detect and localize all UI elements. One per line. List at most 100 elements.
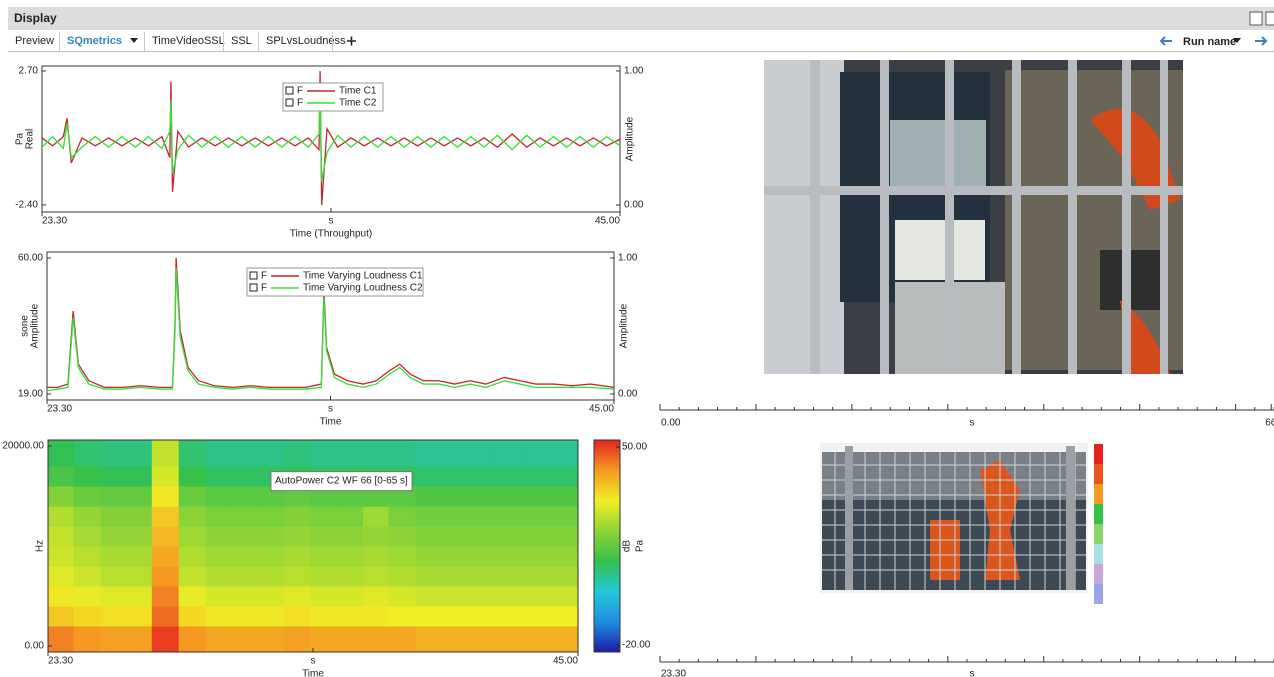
heatmap-cell bbox=[416, 440, 443, 467]
heatmap-cell bbox=[416, 506, 443, 527]
heatmap-cell bbox=[179, 486, 206, 507]
heatmap-cell bbox=[257, 626, 284, 653]
x-tick-label: 23.30 bbox=[42, 216, 67, 227]
legend-checkbox[interactable] bbox=[250, 272, 257, 279]
heatmap-cell bbox=[389, 566, 416, 587]
heatmap-cell bbox=[521, 440, 548, 467]
heatmap-cell bbox=[179, 626, 206, 653]
heatmap-cell bbox=[311, 506, 338, 527]
y-tick-label: -20.00 bbox=[622, 640, 651, 651]
run-selector[interactable]: Run name bbox=[1183, 36, 1236, 48]
heatmap-cell bbox=[48, 486, 74, 507]
tab[interactable]: TimeVideoSSL bbox=[152, 35, 225, 47]
heatmap-cell bbox=[521, 506, 548, 527]
x-tick-label: 45.00 bbox=[595, 216, 620, 227]
legend-checkbox[interactable] bbox=[286, 87, 293, 94]
heatmap-cell bbox=[48, 546, 74, 567]
heatmap-cell bbox=[257, 506, 284, 527]
heatmap-cell bbox=[495, 440, 521, 467]
heatmap-cell bbox=[257, 586, 284, 607]
heatmap-cell bbox=[389, 586, 416, 607]
heatmap-cell bbox=[521, 566, 548, 587]
heatmap-cell bbox=[337, 506, 363, 527]
heatmap-cell bbox=[179, 466, 206, 487]
heatmap-cell bbox=[389, 506, 416, 527]
y2-axis-title: Amplitude bbox=[625, 116, 636, 161]
heatmap-cell bbox=[101, 606, 127, 627]
heatmap-cell bbox=[126, 586, 152, 607]
colorbar-title: dB bbox=[622, 540, 633, 553]
heatmap-cell bbox=[74, 546, 101, 567]
legend-label: Time Varying Loudness C1 bbox=[303, 271, 423, 282]
heatmap-cell bbox=[547, 566, 578, 587]
heatmap-cell bbox=[101, 440, 127, 467]
heatmap-cell bbox=[495, 526, 521, 547]
heatmap-cell bbox=[469, 626, 495, 653]
x-axis-title: Time (Throughput) bbox=[290, 229, 372, 240]
x-tick-label: 0.00 bbox=[661, 418, 681, 429]
heatmap-cell bbox=[206, 506, 232, 527]
layout-button[interactable] bbox=[1266, 12, 1274, 25]
heatmap-cell bbox=[416, 566, 443, 587]
x-axis-title: Time bbox=[320, 417, 342, 428]
heatmap-cell bbox=[469, 526, 495, 547]
heatmap-cell bbox=[48, 586, 74, 607]
heatmap-cell bbox=[231, 526, 257, 547]
heatmap-cell bbox=[547, 506, 578, 527]
heatmap-cell bbox=[547, 606, 578, 627]
layout-button[interactable] bbox=[1250, 12, 1262, 25]
heatmap-cell bbox=[74, 606, 101, 627]
heatmap-cell bbox=[521, 586, 548, 607]
heatmap-cell bbox=[337, 526, 363, 547]
tab[interactable]: SSL bbox=[231, 35, 252, 47]
heatmap-cell bbox=[284, 606, 311, 627]
heatmap-cell bbox=[284, 526, 311, 547]
heatmap-cell bbox=[152, 486, 179, 507]
heatmap-cell bbox=[48, 626, 74, 653]
heatmap-cell bbox=[206, 626, 232, 653]
heatmap-cell bbox=[389, 546, 416, 567]
heatmap-cell bbox=[363, 566, 389, 587]
heatmap-cell bbox=[363, 586, 389, 607]
y-tick-label: 0.00 bbox=[624, 200, 644, 211]
heatmap-cell bbox=[547, 626, 578, 653]
y-axis-title: Real bbox=[25, 129, 36, 150]
heatmap-cell bbox=[152, 626, 179, 653]
legend-flag: F bbox=[261, 283, 267, 294]
heatmap-cell bbox=[495, 586, 521, 607]
tab[interactable]: SQmetrics bbox=[67, 35, 122, 47]
heatmap-cell bbox=[495, 466, 521, 487]
legend-checkbox[interactable] bbox=[250, 284, 257, 291]
tab[interactable]: Preview bbox=[15, 35, 54, 47]
heatmap-cell bbox=[126, 526, 152, 547]
heatmap-cell bbox=[257, 440, 284, 467]
colorbar bbox=[594, 440, 620, 652]
heatmap-cell bbox=[74, 506, 101, 527]
heatmap-cell bbox=[206, 440, 232, 467]
x-tick-label: 23.30 bbox=[47, 404, 72, 415]
heatmap-cell bbox=[152, 586, 179, 607]
x-tick-label: 23.30 bbox=[48, 656, 73, 667]
y-tick-label: 2.70 bbox=[19, 66, 39, 77]
display-window: Display Run name PreviewSQmetricsTimeVid… bbox=[0, 0, 1274, 677]
heatmap-cell bbox=[363, 546, 389, 567]
legend-flag: F bbox=[261, 271, 267, 282]
heatmap-cell bbox=[257, 566, 284, 587]
tab[interactable]: SPLvsLoudness bbox=[266, 35, 346, 47]
legend-checkbox[interactable] bbox=[286, 99, 293, 106]
heatmap-cell bbox=[521, 546, 548, 567]
heatmap-cell bbox=[495, 546, 521, 567]
x-axis-title: Time bbox=[302, 669, 324, 677]
heatmap-cell bbox=[179, 526, 206, 547]
heatmap-cell bbox=[101, 526, 127, 547]
heatmap-cell bbox=[231, 546, 257, 567]
heatmap-cell bbox=[206, 526, 232, 547]
heatmap-cell bbox=[101, 566, 127, 587]
heatmap-cell bbox=[179, 566, 206, 587]
heatmap-cell bbox=[363, 626, 389, 653]
heatmap-cell bbox=[48, 566, 74, 587]
heatmap-cell bbox=[231, 506, 257, 527]
heatmap-cell bbox=[469, 486, 495, 507]
heatmap-cell bbox=[416, 626, 443, 653]
legend-label: Time C1 bbox=[339, 86, 377, 97]
